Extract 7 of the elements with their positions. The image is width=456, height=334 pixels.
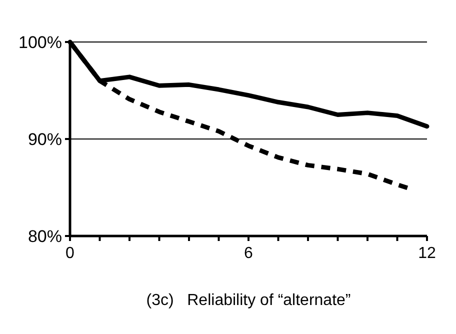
x-tick-label: 12 xyxy=(418,245,436,262)
x-tick-label: 6 xyxy=(244,245,254,262)
x-axis-title: (3c) Reliability of “alternate” xyxy=(146,292,351,309)
y-tick-label: 100% xyxy=(18,32,62,52)
y-tick-label: 90% xyxy=(28,130,62,149)
y-tick-label: 80% xyxy=(28,226,62,246)
x-tick-label: 0 xyxy=(66,245,75,262)
